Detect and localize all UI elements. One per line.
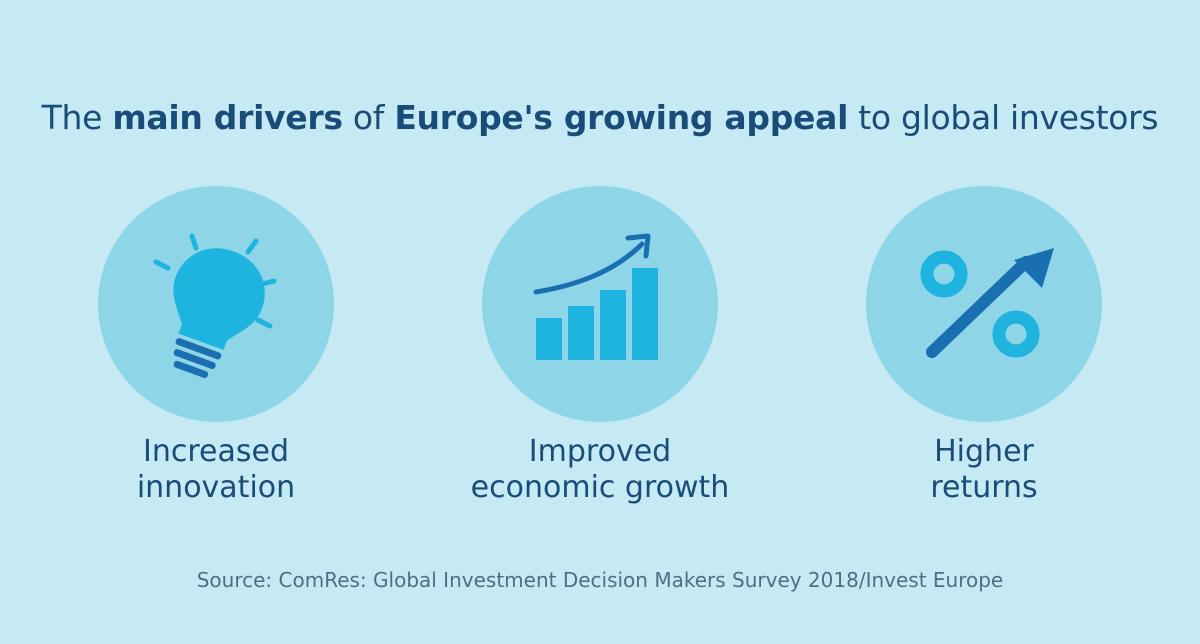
title-text: The [41,98,113,137]
source-note: Source: ComRes: Global Investment Decisi… [196,568,1004,592]
percent-arrow-icon [920,248,1054,358]
icon-circle [866,186,1102,422]
driver-label-line: innovation [136,470,296,505]
title-emphasis-europes-appeal: Europe's growing appeal [394,98,849,137]
bar-chart-growth-icon [533,233,658,360]
icon-circle [482,186,718,422]
driver-label-line: economic growth [470,470,730,505]
driver-label-line: Increased [142,434,289,469]
title-text: to global investors [848,98,1159,137]
title-text: of [342,98,395,137]
page-title: The main drivers of Europe's growing app… [0,98,1200,137]
icon-circle [98,186,334,422]
driver-label: Increased innovation [86,434,346,506]
driver-innovation: Increased innovation [86,186,346,526]
driver-label-line: Higher [934,434,1034,469]
driver-label: Improved economic growth [470,434,730,506]
lightbulb-icon [153,233,277,379]
title-emphasis-main-drivers: main drivers [112,98,343,137]
driver-economic-growth: Improved economic growth [470,186,730,526]
driver-label: Higher returns [854,434,1114,506]
driver-label-line: returns [930,470,1038,505]
driver-higher-returns: Higher returns [854,186,1114,526]
driver-label-line: Improved [528,434,672,469]
